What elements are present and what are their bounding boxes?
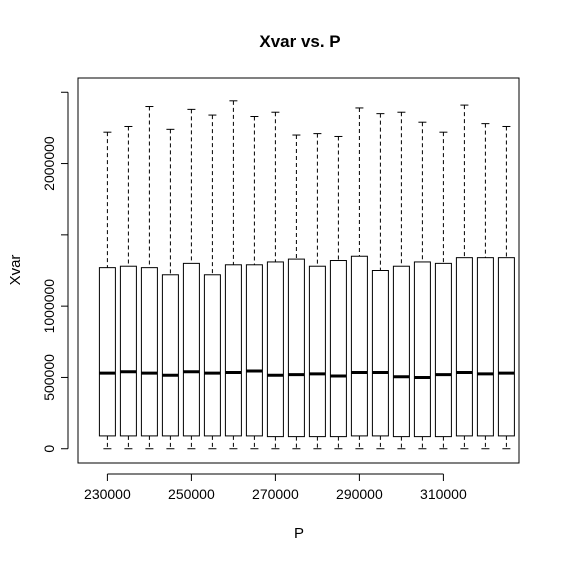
box <box>455 104 473 450</box>
box <box>476 123 494 450</box>
y-tick-label: 500000 <box>41 354 57 401</box>
y-tick-label: 2000000 <box>41 136 57 191</box>
box <box>413 121 431 450</box>
x-tick-label: 270000 <box>252 486 299 502</box>
box <box>224 100 242 450</box>
box-body <box>182 262 200 437</box>
box-body <box>224 264 242 437</box>
box-body <box>308 265 326 438</box>
box-body <box>350 255 368 437</box>
box <box>182 108 200 450</box>
box-body <box>287 258 305 438</box>
box-body <box>203 274 221 437</box>
y-axis: 0 500000 1000000 2000000 <box>41 91 69 453</box>
box <box>371 113 389 450</box>
box <box>98 131 116 450</box>
x-tick-label: 310000 <box>420 486 467 502</box>
plot-frame <box>77 77 520 464</box>
box-body <box>119 265 137 437</box>
box-body <box>476 257 494 437</box>
x-tick-label: 230000 <box>84 486 131 502</box>
box-body <box>413 261 431 438</box>
box-body <box>371 270 389 437</box>
box-body <box>98 267 116 437</box>
x-tick-label: 250000 <box>168 486 215 502</box>
box <box>119 125 137 450</box>
y-tick-label: 0 <box>41 445 57 453</box>
box <box>308 133 326 450</box>
y-tick-label: 1000000 <box>41 279 57 334</box>
box <box>140 106 158 450</box>
y-axis-label: Xvar <box>7 255 24 286</box>
x-tick-label: 290000 <box>336 486 383 502</box>
box-body <box>497 257 515 437</box>
box <box>203 114 221 450</box>
box <box>350 107 368 450</box>
chart-title: Xvar vs. P <box>259 32 340 51</box>
box-body <box>140 267 158 437</box>
box-body <box>329 260 347 438</box>
box <box>329 135 347 450</box>
x-axis-label: P <box>294 525 304 542</box>
box-body <box>455 257 473 437</box>
box-body <box>266 261 284 438</box>
box <box>392 111 410 450</box>
box-body <box>161 274 179 437</box>
box-body <box>434 262 452 438</box>
box <box>497 125 515 450</box>
box <box>161 128 179 450</box>
box-body <box>245 264 263 437</box>
box <box>266 111 284 450</box>
box-series <box>98 100 515 450</box>
box <box>434 131 452 450</box>
x-axis: 230000 250000 270000 290000 310000 <box>84 473 467 502</box>
box <box>287 134 305 450</box>
box-body <box>392 265 410 438</box>
box <box>245 116 263 450</box>
